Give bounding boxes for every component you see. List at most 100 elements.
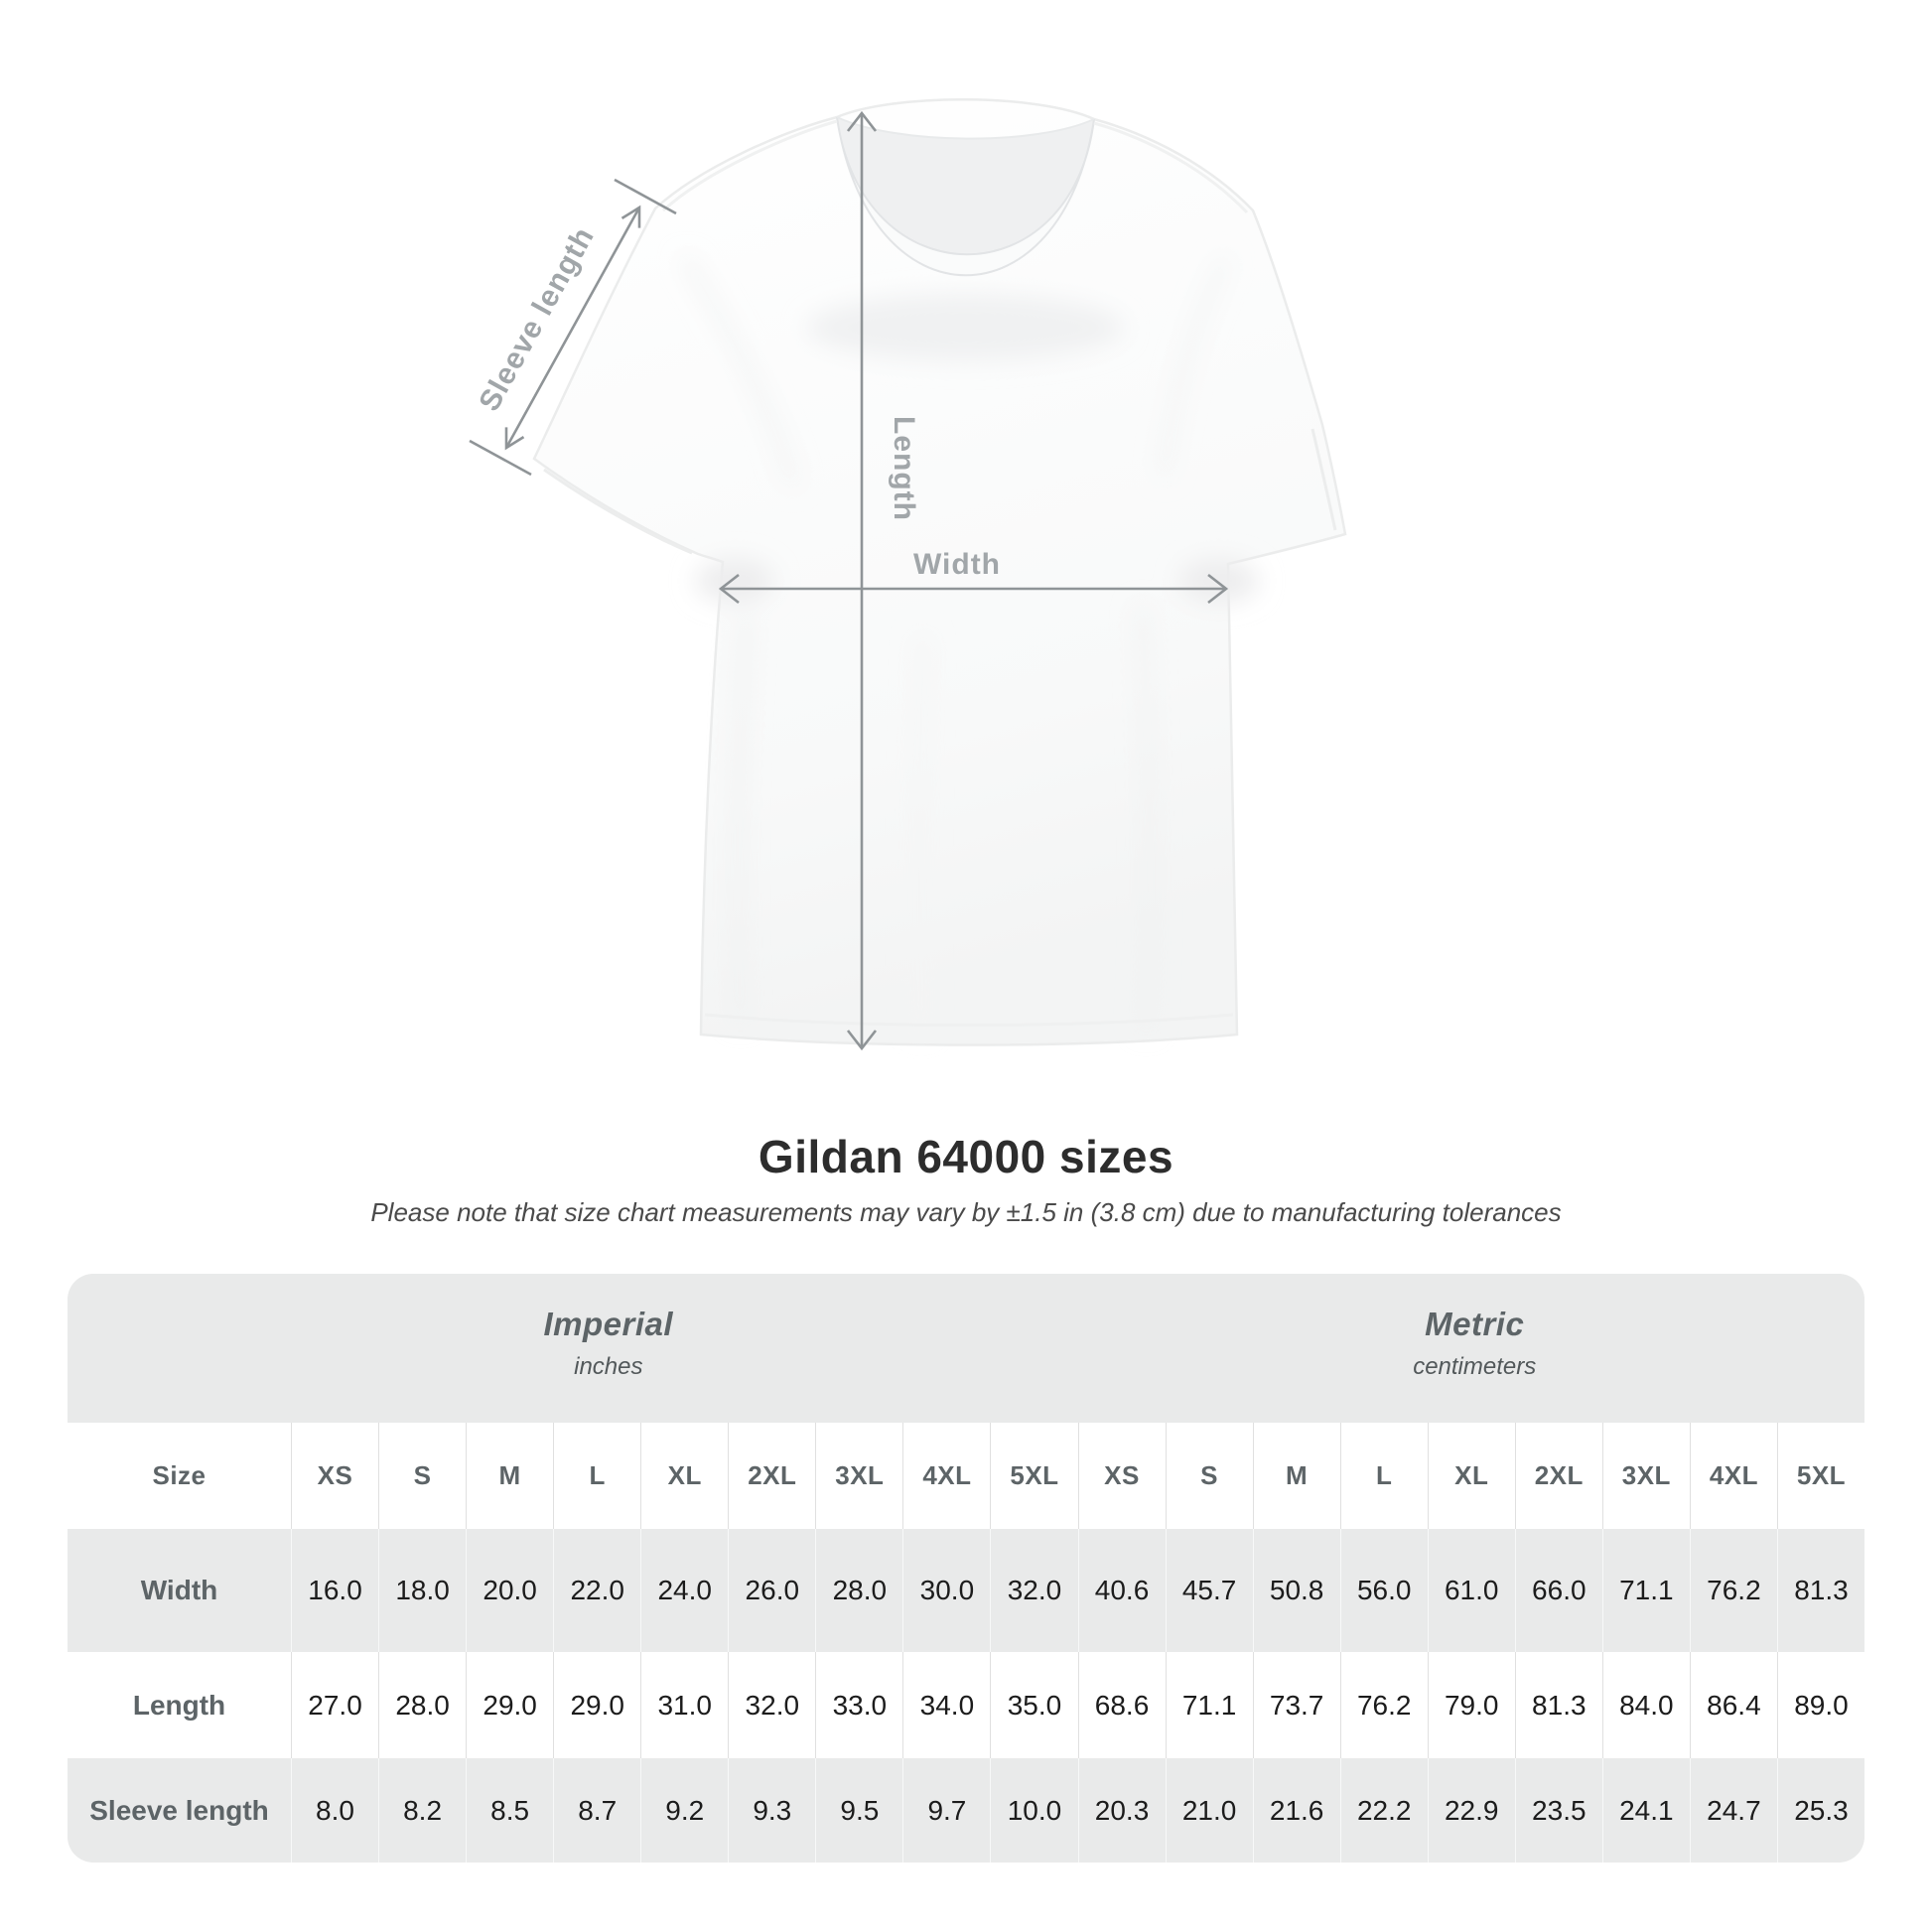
metric-section-header: Metric centimeters [1413, 1306, 1536, 1381]
value-cell: 81.3 [1776, 1529, 1864, 1652]
value-cell: 21.0 [1165, 1758, 1253, 1863]
page-subtitle: Please note that size chart measurements… [370, 1197, 1562, 1227]
tshirt-shading [680, 255, 1259, 1034]
value-cell: 22.9 [1427, 1758, 1515, 1863]
table-row: Length 27.0 28.0 29.0 29.0 31.0 32.0 33.0 34.0 35… [68, 1652, 1864, 1758]
value-cell: 20.0 [466, 1529, 553, 1652]
value-cell: 71.1 [1165, 1652, 1253, 1758]
value-cell: 10.0 [990, 1758, 1077, 1863]
sleeve-length-arrow [469, 178, 677, 477]
value-cell: 79.0 [1427, 1652, 1515, 1758]
size-header-cell: S [378, 1423, 466, 1529]
length-arrow [846, 110, 878, 1051]
tshirt-hem-seam [704, 1013, 1234, 1027]
value-cell: 18.0 [378, 1529, 466, 1652]
value-cell: 29.0 [553, 1652, 640, 1758]
value-cell: 9.2 [640, 1758, 728, 1863]
imperial-unit-label: inches [574, 1353, 643, 1380]
value-cell: 8.0 [291, 1758, 378, 1863]
page-title: Gildan 64000 sizes [758, 1131, 1174, 1182]
tshirt-measurement-diagram: Sleeve length Length Width [469, 98, 1347, 1051]
size-header-cell: S [1165, 1423, 1253, 1529]
value-cell: 16.0 [291, 1529, 378, 1652]
size-header-cell: 4XL [902, 1423, 990, 1529]
value-cell: 31.0 [640, 1652, 728, 1758]
value-cell: 33.0 [815, 1652, 902, 1758]
size-header-cell: XS [1077, 1423, 1166, 1529]
value-cell: 24.7 [1689, 1758, 1777, 1863]
value-cell: 24.0 [640, 1529, 728, 1652]
size-header-cell: XL [1427, 1423, 1515, 1529]
size-header-cell: 5XL [990, 1423, 1077, 1529]
value-cell: 34.0 [902, 1652, 990, 1758]
value-cell: 8.7 [553, 1758, 640, 1863]
size-header-cell: L [553, 1423, 640, 1529]
row-label: Width [140, 1575, 218, 1605]
value-cell: 76.2 [1689, 1529, 1777, 1652]
tshirt-left-cuff-seam [543, 468, 693, 555]
value-cell: 20.3 [1077, 1758, 1166, 1863]
size-header-cell: XL [640, 1423, 728, 1529]
value-cell: 26.0 [728, 1529, 815, 1652]
size-header-cell: M [1252, 1423, 1340, 1529]
size-header-cell: 2XL [728, 1423, 815, 1529]
value-cell: 8.2 [378, 1758, 466, 1863]
value-cell: 28.0 [815, 1529, 902, 1652]
width-annotation-label: Width [913, 548, 1001, 581]
value-cell: 9.7 [902, 1758, 990, 1863]
row-label: Sleeve length [89, 1794, 269, 1826]
value-cell: 45.7 [1165, 1529, 1253, 1652]
metric-label: Metric [1425, 1306, 1525, 1342]
metric-unit-label: centimeters [1413, 1353, 1537, 1380]
value-cell: 86.4 [1689, 1652, 1777, 1758]
size-header-cell: M [466, 1423, 553, 1529]
size-header-row: Size XS S M L XL 2XL 3XL 4XL 5XL XS S M L XL 2XL 3XL 4XL 5… [68, 1423, 1864, 1529]
row-label: Length [132, 1689, 226, 1721]
table-row: Width 16.0 18.0 20.0 22.0 24.0 26.0 28.0 30.0 32.… [68, 1529, 1864, 1652]
size-header-cell: 4XL [1689, 1423, 1777, 1529]
value-cell: 22.2 [1339, 1758, 1428, 1863]
value-cell: 56.0 [1339, 1529, 1428, 1652]
value-cell: 61.0 [1427, 1529, 1515, 1652]
value-cell: 32.0 [728, 1652, 815, 1758]
imperial-label: Imperial [543, 1306, 674, 1342]
value-cell: 22.0 [553, 1529, 640, 1652]
value-cell: 84.0 [1601, 1652, 1690, 1758]
width-arrow [718, 573, 1229, 605]
value-cell: 23.5 [1514, 1758, 1602, 1863]
value-cell: 40.6 [1077, 1529, 1166, 1652]
table-row: Sleeve length 8.0 8.2 8.5 8.7 9.2 9.3 9.5 9.7 10.… [68, 1758, 1864, 1863]
table-body: Size XS S M L XL 2XL 3XL 4XL 5XL XS S M L XL 2XL 3XL 4XL 5… [68, 1423, 1864, 1863]
value-cell: 76.2 [1339, 1652, 1428, 1758]
value-cell: 68.6 [1077, 1652, 1166, 1758]
tshirt-illustration [532, 98, 1347, 1046]
value-cell: 30.0 [902, 1529, 990, 1652]
value-cell: 32.0 [990, 1529, 1077, 1652]
value-cell: 8.5 [466, 1758, 553, 1863]
size-table: Imperial inches Metric centimeters Size X… [68, 1274, 1864, 1863]
value-cell: 28.0 [378, 1652, 466, 1758]
value-cell: 89.0 [1776, 1652, 1864, 1758]
value-cell: 29.0 [466, 1652, 553, 1758]
length-annotation-label: Length [888, 416, 920, 521]
value-cell: 66.0 [1514, 1529, 1602, 1652]
value-cell: 81.3 [1514, 1652, 1602, 1758]
value-cell: 24.1 [1601, 1758, 1690, 1863]
value-cell: 25.3 [1776, 1758, 1864, 1863]
value-cell: 35.0 [990, 1652, 1077, 1758]
size-header-cell: L [1339, 1423, 1428, 1529]
value-cell: 50.8 [1252, 1529, 1340, 1652]
value-cell: 27.0 [291, 1652, 378, 1758]
size-col-header: Size [152, 1460, 207, 1490]
imperial-section-header: Imperial inches [544, 1306, 674, 1381]
size-header-cell: XS [291, 1423, 378, 1529]
table-section-header: Imperial inches Metric centimeters [68, 1274, 1864, 1423]
value-cell: 21.6 [1252, 1758, 1340, 1863]
value-cell: 9.3 [728, 1758, 815, 1863]
size-header-cell: 3XL [1601, 1423, 1690, 1529]
size-header-cell: 5XL [1776, 1423, 1864, 1529]
value-cell: 9.5 [815, 1758, 902, 1863]
tshirt-right-cuff-seam [1311, 428, 1337, 531]
value-cell: 73.7 [1252, 1652, 1340, 1758]
